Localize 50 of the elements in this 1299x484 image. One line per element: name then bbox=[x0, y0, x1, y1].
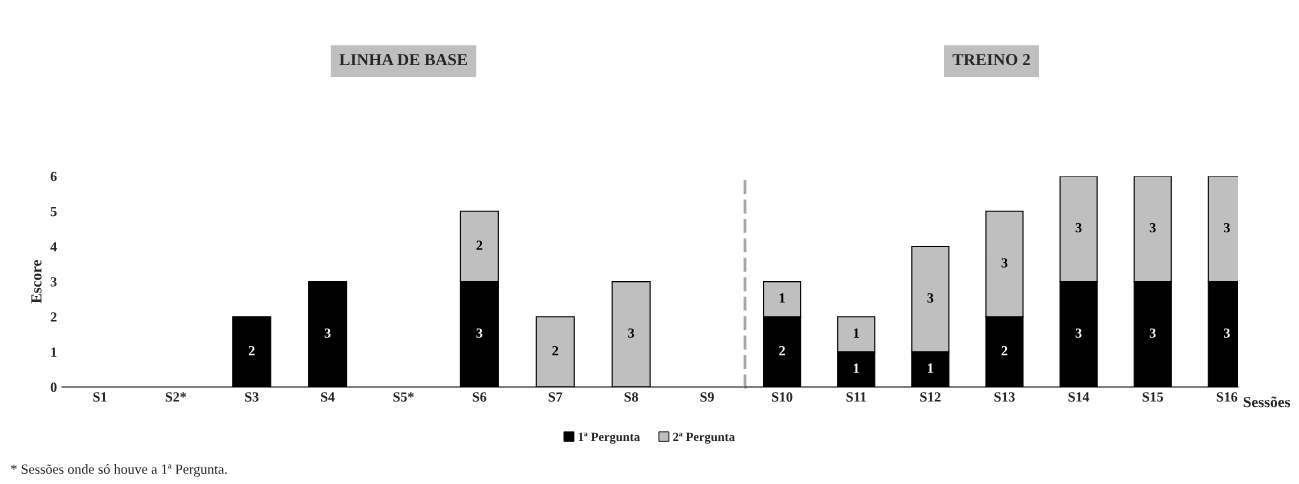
data-label: 2 bbox=[476, 240, 483, 250]
x-tick-label: S7 bbox=[548, 392, 563, 402]
y-tick-label: 6 bbox=[50, 171, 57, 182]
data-label: 3 bbox=[1001, 258, 1008, 268]
y-tick-label: 3 bbox=[50, 277, 57, 287]
data-label: 1 bbox=[779, 293, 785, 303]
x-tick-label: S4 bbox=[321, 392, 335, 402]
data-label: 2 bbox=[1001, 346, 1008, 356]
x-tick-label: S5* bbox=[393, 392, 414, 402]
data-label: 1 bbox=[927, 363, 934, 373]
data-label: 3 bbox=[1075, 328, 1082, 338]
data-label: 3 bbox=[1223, 223, 1230, 233]
y-tick-label: 4 bbox=[50, 242, 57, 252]
data-label: 3 bbox=[1149, 223, 1156, 233]
x-axis-title: Sessões bbox=[1243, 396, 1291, 408]
x-tick-label: S8 bbox=[624, 392, 639, 402]
data-label: 3 bbox=[1075, 223, 1082, 233]
y-tick-label: 0 bbox=[50, 382, 57, 392]
y-axis-title: Escore bbox=[31, 260, 42, 304]
x-tick-label: S6 bbox=[472, 392, 487, 402]
data-label: 1 bbox=[853, 328, 859, 338]
data-label: 3 bbox=[628, 328, 635, 338]
y-tick-label: 5 bbox=[50, 207, 57, 217]
data-label: 2 bbox=[552, 346, 559, 356]
x-tick-label: S9 bbox=[700, 392, 714, 402]
x-tick-label: S16 bbox=[1216, 392, 1238, 402]
data-label: 2 bbox=[779, 346, 785, 356]
data-label: 3 bbox=[927, 293, 934, 303]
legend-label: 2ª Pergunta bbox=[673, 432, 735, 444]
x-tick-label: S2* bbox=[165, 392, 187, 402]
x-tick-label: S15 bbox=[1142, 392, 1164, 402]
data-label: 3 bbox=[476, 328, 483, 338]
data-label: 3 bbox=[324, 328, 331, 338]
x-tick-label: S13 bbox=[994, 392, 1015, 402]
x-tick-label: S12 bbox=[920, 392, 941, 402]
y-tick-label: 1 bbox=[51, 347, 57, 357]
text: * Sessões onde só houve a 1ª Pergunta. bbox=[11, 464, 227, 477]
x-tick-label: S1 bbox=[93, 392, 107, 402]
x-tick-label: S3 bbox=[245, 392, 259, 402]
chart-title: LINHA DE BASE bbox=[339, 54, 468, 66]
x-tick-label: S14 bbox=[1068, 392, 1090, 402]
data-label: 3 bbox=[1223, 328, 1230, 338]
data-label: 2 bbox=[248, 346, 255, 356]
data-label: 3 bbox=[1149, 328, 1156, 338]
x-tick-label: S11 bbox=[846, 392, 866, 402]
chart-title: TREINO 2 bbox=[952, 54, 1030, 66]
x-tick-label: S10 bbox=[772, 392, 793, 402]
data-label: 1 bbox=[853, 363, 859, 373]
legend-label: 1ª Pergunta bbox=[578, 432, 640, 444]
y-tick-label: 2 bbox=[50, 312, 57, 322]
